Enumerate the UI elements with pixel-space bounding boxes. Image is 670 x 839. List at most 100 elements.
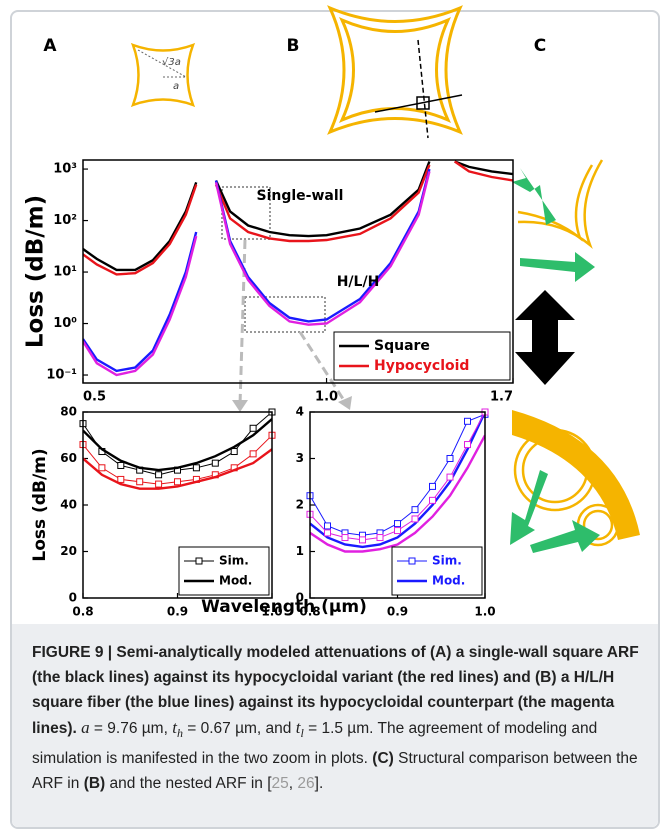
- panel-label: B: [287, 36, 300, 56]
- marker: [464, 441, 471, 449]
- caption-text: ].: [314, 775, 324, 793]
- caption: FIGURE 9 | Semi-analytically modeled att…: [12, 624, 658, 827]
- legend-label: Sim.: [432, 554, 462, 568]
- diagram-label: a: [173, 81, 179, 92]
- x-axis-label: Wavelength (μm): [201, 597, 367, 617]
- x-tick-label: 1.0: [315, 390, 338, 405]
- figure: A B C √3a a 10⁻¹ 10⁰ 10¹ 10² 10³ 0.5 1.0 1.7 Loss (dB…: [23, 5, 640, 619]
- panel-label: C: [534, 36, 546, 56]
- legend-marker: [408, 557, 416, 565]
- diagram-line: [417, 39, 429, 139]
- legend-label: Square: [374, 338, 430, 354]
- legend-label: Sim.: [219, 554, 249, 568]
- diagram-arc: [517, 159, 604, 249]
- caption-text: l: [300, 726, 304, 741]
- marker: [394, 527, 401, 535]
- x-tick-label: 0.8: [72, 605, 93, 619]
- marker: [230, 448, 238, 456]
- diagram-line: [137, 49, 187, 78]
- series-line: [83, 160, 513, 276]
- diagram-box: [416, 96, 430, 110]
- annotation: Single-wall: [257, 188, 344, 204]
- x-tick-label: 0.5: [83, 390, 106, 405]
- marker: [98, 464, 106, 472]
- y-tick-label: 80: [60, 405, 77, 419]
- y-tick-label: 0: [69, 591, 77, 605]
- x-tick-label: 1.7: [490, 390, 513, 405]
- marker: [411, 515, 419, 523]
- y-tick-label: 2: [296, 498, 304, 512]
- x-tick-label: 0.9: [387, 605, 408, 619]
- zoom-arrow-head: [232, 400, 248, 412]
- caption-text: FIGURE 9 | Semi-analytically modeled att…: [32, 644, 639, 737]
- zoom-arrow-head: [338, 396, 352, 410]
- arrow: [530, 520, 600, 553]
- marker: [341, 534, 349, 542]
- x-tick-label: 1.0: [474, 605, 495, 619]
- y-tick-label: 20: [60, 544, 77, 558]
- legend-box: [391, 546, 483, 596]
- legend-label: Mod.: [219, 574, 252, 588]
- plot-frame: [82, 159, 514, 384]
- x-tick-label: 0.9: [167, 605, 188, 619]
- marker: [324, 522, 331, 530]
- series-line: [83, 434, 272, 485]
- marker: [136, 478, 144, 486]
- marker: [429, 482, 436, 490]
- caption-text: and the nested ARF in [: [105, 775, 272, 793]
- caption-text[interactable]: 26: [297, 775, 315, 793]
- marker: [464, 417, 471, 425]
- arrow: [512, 168, 556, 225]
- legend-marker: [195, 557, 203, 565]
- legend-label: Mod.: [432, 574, 465, 588]
- caption-text: Structural comparison between the ARF in: [32, 750, 638, 793]
- marker: [394, 520, 401, 528]
- series-line: [310, 434, 485, 553]
- marker: [359, 536, 366, 544]
- x-tick-label: 1.0: [261, 605, 282, 619]
- marker: [446, 455, 454, 462]
- caption-text: ,: [288, 775, 298, 793]
- arrow: [510, 470, 548, 545]
- series-line: [83, 448, 272, 490]
- y-axis-label: Loss (dB/m): [23, 195, 49, 348]
- legend-box: [178, 546, 270, 596]
- diagram-tube: [512, 410, 640, 540]
- marker: [211, 459, 219, 467]
- caption-text: t: [295, 718, 301, 737]
- y-tick-label: 3: [296, 451, 304, 465]
- diagram-square-outer: [327, 5, 463, 135]
- double-arrow: [515, 290, 575, 385]
- marker: [117, 475, 125, 483]
- caption-text: (C): [372, 750, 394, 768]
- diagram-line: [374, 94, 463, 113]
- arrow: [520, 252, 595, 282]
- marker: [117, 461, 125, 469]
- annotation: H/L/H: [337, 274, 380, 290]
- caption-text: (B): [83, 775, 106, 793]
- series-line: [310, 413, 485, 536]
- diagram-square: [130, 42, 196, 108]
- y-tick-label: 10¹: [53, 265, 77, 280]
- series-line: [83, 160, 513, 272]
- caption-text: = 0.67 µm, and: [182, 720, 296, 737]
- legend-box: [333, 331, 511, 381]
- diagram-circle: [582, 509, 614, 541]
- caption-text[interactable]: 25: [271, 775, 289, 793]
- diagram-circle: [513, 428, 597, 512]
- marker: [249, 424, 257, 432]
- y-tick-label: 0: [296, 591, 304, 605]
- panel-label: A: [43, 36, 57, 56]
- marker: [411, 506, 419, 514]
- marker: [174, 478, 181, 486]
- plot-frame: [82, 411, 273, 599]
- marker: [429, 496, 436, 504]
- series-line: [83, 168, 431, 373]
- series-line: [310, 412, 485, 549]
- diagram-label: √3a: [162, 57, 181, 68]
- marker: [192, 464, 200, 472]
- caption-text: t: [172, 718, 177, 737]
- marker: [324, 529, 331, 537]
- plot-frame: [309, 411, 486, 599]
- caption-text: h: [176, 726, 183, 741]
